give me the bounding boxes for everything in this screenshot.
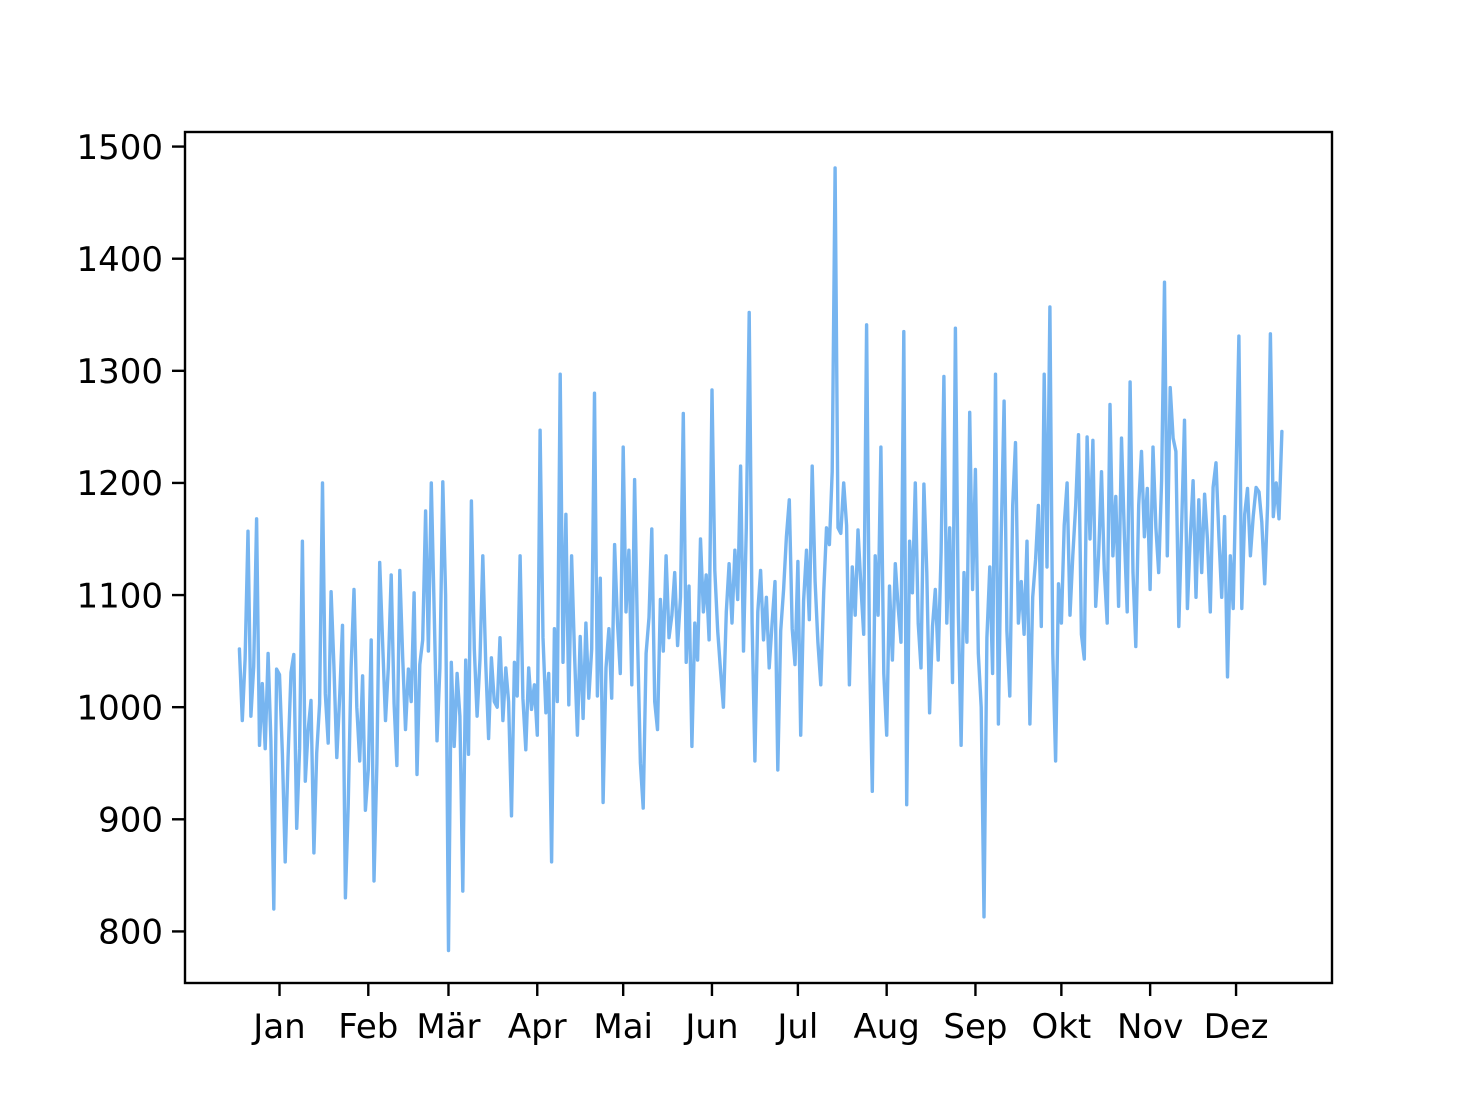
x-tick-label: Sep: [943, 1007, 1007, 1047]
x-tick-label: Jun: [683, 1007, 738, 1047]
y-tick-label: 800: [98, 913, 163, 953]
x-tick-label: Mär: [416, 1007, 480, 1047]
y-tick-label: 1000: [76, 688, 163, 728]
x-tick-label: Apr: [508, 1007, 567, 1047]
y-tick-label: 900: [98, 801, 163, 841]
x-tick-label: Mai: [593, 1007, 653, 1047]
y-tick-label: 1100: [76, 576, 163, 616]
x-tick-label: Dez: [1204, 1007, 1269, 1047]
y-tick-label: 1300: [76, 352, 163, 392]
y-tick-label: 1400: [76, 240, 163, 280]
x-tick-label: Jul: [775, 1007, 818, 1047]
y-tick-label: 1200: [76, 464, 163, 504]
x-tick-label: Feb: [338, 1007, 398, 1047]
x-tick-label: Okt: [1031, 1007, 1091, 1047]
plot-frame: [183, 130, 1334, 985]
x-tick-label: Jan: [251, 1007, 305, 1047]
x-tick-label: Aug: [853, 1007, 919, 1047]
x-tick-label: Nov: [1117, 1007, 1183, 1047]
y-tick-label: 1500: [76, 128, 163, 168]
data-series-line: [237, 166, 1284, 953]
